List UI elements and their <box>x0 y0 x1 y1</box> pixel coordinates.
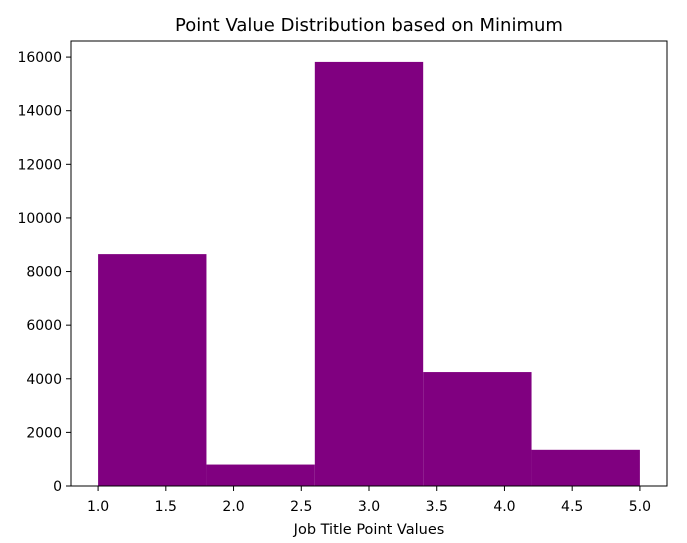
x-tick-label-8: 5.0 <box>629 499 651 515</box>
chart-title: Point Value Distribution based on Minimu… <box>175 15 563 36</box>
x-tick-label-1: 1.5 <box>155 499 177 515</box>
histogram-bar-3 <box>314 61 424 486</box>
histogram-bar-4 <box>423 372 532 486</box>
x-axis-label: Job Title Point Values <box>293 522 445 538</box>
y-tick-label-3: 6000 <box>26 318 62 334</box>
x-tick-label-0: 1.0 <box>87 499 109 515</box>
x-tick-label-3: 2.5 <box>290 499 312 515</box>
x-axis-ticks: 1.0 1.5 2.0 2.5 3.0 3.5 4.0 4.5 5.0 <box>87 486 651 515</box>
histogram-bar-2 <box>206 464 315 486</box>
y-tick-label-6: 12000 <box>17 157 62 173</box>
y-axis-ticks: 0 2000 4000 6000 8000 10000 12000 14000 16000 <box>17 50 71 495</box>
x-tick-label-6: 4.0 <box>493 499 515 515</box>
x-tick-label-2: 2.0 <box>222 499 244 515</box>
x-tick-label-4: 3.0 <box>358 499 380 515</box>
histogram-bar-5 <box>531 449 640 486</box>
y-tick-label-8: 16000 <box>17 50 62 66</box>
y-tick-label-4: 8000 <box>26 265 62 281</box>
y-tick-label-7: 14000 <box>17 104 62 120</box>
x-tick-label-5: 3.5 <box>426 499 448 515</box>
y-tick-label-2: 4000 <box>26 372 62 388</box>
plot-frame <box>70 40 668 487</box>
y-tick-label-5: 10000 <box>17 211 62 227</box>
histogram-bar-1 <box>98 254 207 486</box>
y-tick-label-1: 2000 <box>26 425 62 441</box>
y-tick-label-0: 0 <box>53 479 62 495</box>
bars-group <box>98 61 640 486</box>
x-tick-label-7: 4.5 <box>561 499 583 515</box>
